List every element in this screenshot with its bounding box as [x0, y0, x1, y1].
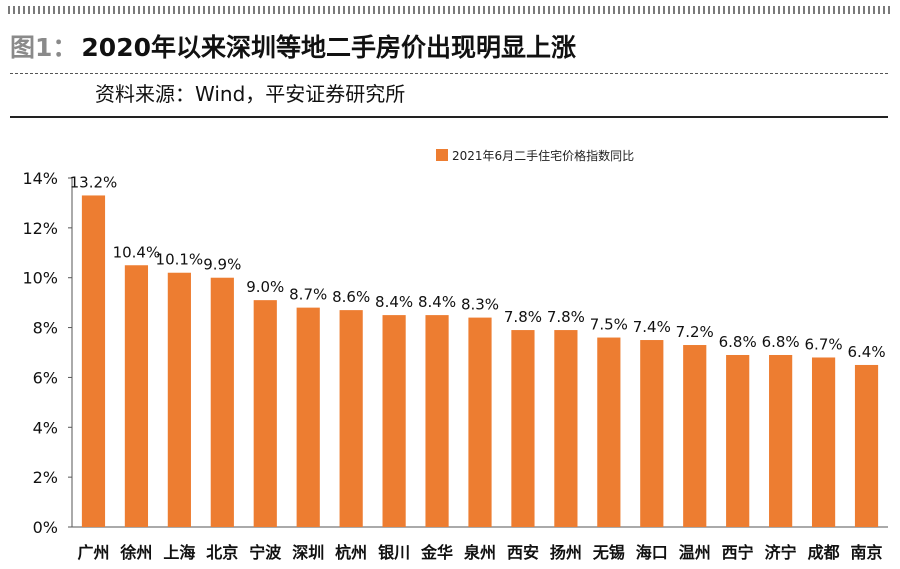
header-bottom-rule — [10, 116, 888, 118]
data-label: 6.8% — [762, 333, 800, 351]
y-tick-label: 6% — [33, 368, 58, 387]
bar — [511, 330, 535, 527]
bar — [253, 300, 277, 527]
data-label: 8.7% — [289, 286, 327, 304]
source-note: 资料来源：Wind，平安证券研究所 — [95, 82, 406, 106]
x-tick-label: 银川 — [378, 543, 410, 562]
x-tick-label: 无锡 — [592, 543, 625, 562]
x-tick-label: 金华 — [420, 543, 453, 562]
x-tick-label: 西安 — [507, 543, 539, 562]
data-label: 13.2% — [70, 173, 118, 191]
y-tick-label: 14% — [22, 169, 58, 188]
y-tick-label: 12% — [22, 219, 58, 238]
bar — [167, 272, 191, 527]
bar — [769, 354, 793, 527]
bar — [597, 337, 621, 527]
legend-swatch — [436, 149, 448, 161]
figure-title: 2020年以来深圳等地二手房价出现明显上涨 — [81, 33, 576, 62]
x-tick-label: 北京 — [206, 543, 238, 562]
bar — [468, 317, 492, 527]
bar — [124, 265, 149, 527]
data-label: 7.8% — [504, 308, 542, 326]
y-tick-label: 0% — [33, 518, 58, 537]
data-label: 9.9% — [203, 256, 241, 274]
bar — [640, 340, 664, 527]
data-label: 10.4% — [113, 243, 161, 261]
data-label: 6.4% — [847, 343, 885, 361]
data-label: 7.2% — [676, 323, 714, 341]
figure-title-row: 图1： 2020年以来深圳等地二手房价出现明显上涨 — [10, 28, 890, 68]
title-dashed-divider — [10, 73, 888, 74]
bar — [210, 277, 234, 527]
data-label: 6.7% — [805, 335, 843, 353]
data-label: 8.4% — [418, 293, 456, 311]
x-tick-label: 温州 — [678, 543, 711, 562]
legend-label: 2021年6月二手住宅价格指数同比 — [452, 148, 634, 163]
bar — [683, 345, 707, 527]
bar — [81, 195, 106, 527]
bar — [425, 315, 449, 527]
data-label: 7.8% — [547, 308, 585, 326]
y-tick-label: 8% — [33, 319, 58, 338]
x-tick-label: 扬州 — [550, 543, 582, 562]
bar — [339, 310, 363, 527]
x-tick-label: 上海 — [163, 543, 195, 562]
data-label: 7.4% — [633, 318, 671, 336]
data-label: 6.8% — [719, 333, 757, 351]
top-dotted-rule — [8, 6, 890, 14]
bar — [854, 364, 879, 527]
x-tick-label: 徐州 — [119, 543, 152, 562]
x-tick-label: 海口 — [636, 543, 668, 562]
x-tick-label: 南京 — [851, 543, 883, 562]
data-label: 8.3% — [461, 296, 499, 314]
x-tick-label: 西宁 — [722, 543, 754, 562]
y-tick-label: 2% — [33, 468, 58, 487]
y-tick-label: 10% — [22, 269, 58, 288]
data-label: 7.5% — [590, 316, 628, 334]
data-label: 8.6% — [332, 288, 370, 306]
bar — [811, 357, 836, 527]
x-tick-label: 成都 — [808, 543, 840, 562]
bar — [296, 307, 320, 527]
data-label: 8.4% — [375, 293, 413, 311]
x-tick-label: 泉州 — [464, 543, 496, 562]
figure-label: 图1： — [10, 33, 78, 62]
x-tick-label: 宁波 — [249, 543, 282, 562]
x-tick-label: 济宁 — [765, 543, 797, 562]
bar — [382, 315, 406, 527]
x-tick-label: 杭州 — [335, 543, 367, 562]
x-tick-label: 广州 — [77, 543, 109, 562]
data-label: 9.0% — [246, 278, 284, 296]
bar — [726, 354, 750, 527]
data-label: 10.1% — [156, 251, 204, 269]
bar — [554, 330, 578, 527]
x-tick-label: 深圳 — [292, 543, 324, 562]
y-tick-label: 4% — [33, 418, 58, 437]
